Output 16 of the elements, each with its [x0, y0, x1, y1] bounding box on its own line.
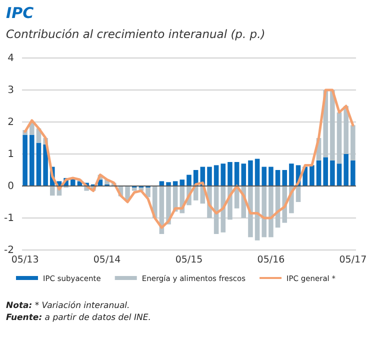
y-tick-label: -1 [4, 213, 14, 224]
source-note: Fuente: a partir de datos del INE. [6, 313, 151, 323]
chart-subtitle: Contribución al crecimiento interanual (p. p.) [6, 27, 266, 41]
x-tick-label: 05/13 [11, 254, 39, 266]
x-tick-label: 05/14 [93, 254, 121, 266]
x-tick-label: 05/15 [175, 254, 203, 266]
y-tick-label: 0 [8, 181, 14, 192]
x-tick-label: 05/16 [257, 254, 285, 266]
y-tick-label: -2 [4, 245, 14, 256]
y-tick-label: 3 [8, 85, 14, 96]
chart-title: IPC [6, 4, 34, 22]
y-tick-label: 1 [8, 149, 14, 160]
y-tick-label: 2 [8, 117, 14, 128]
x-tick-label: 05/17 [339, 254, 367, 266]
y-tick-label: 4 [8, 53, 14, 64]
text: Nota: * Variación interanual. [6, 301, 130, 311]
